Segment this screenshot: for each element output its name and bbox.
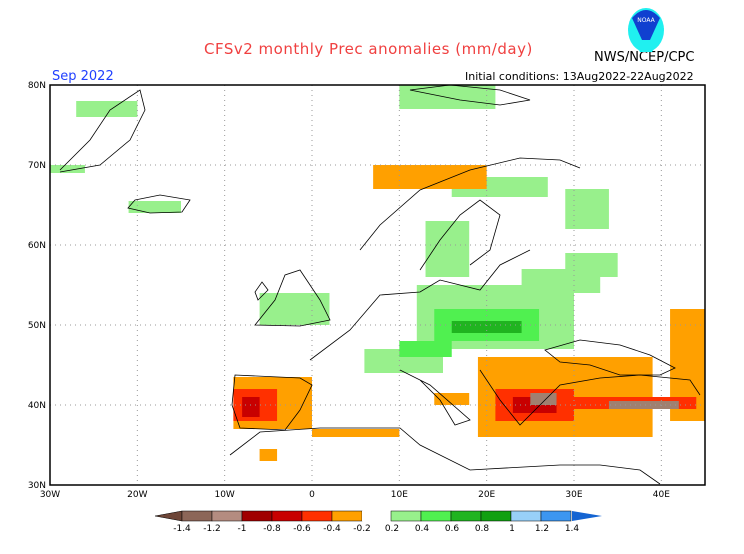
lat-label: 40N <box>28 401 46 411</box>
lon-label: 20W <box>127 490 147 500</box>
anomaly-cell <box>312 429 400 437</box>
colorbar-label: -0.4 <box>323 524 341 534</box>
lon-label: 30W <box>40 490 60 500</box>
lon-label: 10W <box>214 490 234 500</box>
anomaly-cell <box>128 201 181 213</box>
initial-conditions: Initial conditions: 13Aug2022-22Aug2022 <box>465 70 694 83</box>
lon-label: 10E <box>391 490 408 500</box>
coastlines <box>59 84 701 485</box>
colorbar-segment <box>331 510 363 522</box>
anomaly-cell <box>565 189 609 229</box>
colorbar-segment <box>362 511 392 521</box>
lat-label: 50N <box>28 321 46 331</box>
anomaly-cell <box>399 341 452 357</box>
chart-title: CFSv2 monthly Prec anomalies (mm/day) <box>204 40 533 58</box>
anomaly-cell <box>451 321 522 333</box>
gridlines <box>50 85 705 485</box>
colorbar-right-arrow <box>572 511 602 521</box>
lat-label: 60N <box>28 241 46 251</box>
colorbar-label: -1 <box>238 524 247 534</box>
anomaly-cell <box>399 85 496 109</box>
lat-label: 30N <box>28 481 46 491</box>
colorbar-label: 0.8 <box>475 524 490 534</box>
lon-label: 40E <box>653 490 670 500</box>
colorbar-segment <box>480 510 512 522</box>
axis-labels: 30W 20W 10W 0 10E 20E 30E 40E 80N 70N 60N 50N 40N 30N <box>28 81 670 500</box>
lon-label: 30E <box>565 490 582 500</box>
lat-label: 70N <box>28 161 46 171</box>
anomaly-cell <box>259 293 330 325</box>
colorbar-segment <box>241 510 273 522</box>
colorbar-label: 0.4 <box>415 524 430 534</box>
colorbar: -1.4 -1.2 -1 -0.8 -0.6 -0.4 -0.2 0.2 0.4 0.6 0.8 1 1… <box>154 510 602 534</box>
anomaly-cell <box>608 401 679 409</box>
forecast-month: Sep 2022 <box>52 69 114 84</box>
anomaly-regions <box>50 85 705 461</box>
lon-label: 0 <box>309 490 315 500</box>
colorbar-segment <box>271 510 303 522</box>
colorbar-label: -0.8 <box>263 524 281 534</box>
anomaly-cell <box>373 165 487 189</box>
colorbar-label: -1.2 <box>203 524 221 534</box>
colorbar-segment <box>181 510 213 522</box>
colorbar-segment <box>390 510 422 522</box>
agency-label: NWS/NCEP/CPC <box>594 50 695 65</box>
colorbar-label: -0.2 <box>353 524 371 534</box>
anomaly-cell <box>565 253 618 277</box>
colorbar-segment <box>450 510 482 522</box>
colorbar-segment <box>540 510 572 522</box>
colorbar-label: -0.6 <box>293 524 311 534</box>
colorbar-label: 1.4 <box>565 524 580 534</box>
noaa-logo: NOAA <box>628 8 664 52</box>
anomaly-cell <box>50 165 85 173</box>
colorbar-label: 1.2 <box>535 524 549 534</box>
colorbar-label: 1 <box>509 524 515 534</box>
lon-label: 20E <box>478 490 495 500</box>
colorbar-label: -1.4 <box>173 524 191 534</box>
colorbar-segment <box>301 510 333 522</box>
map-frame <box>49 84 706 486</box>
colorbar-left-arrow <box>154 510 183 522</box>
lat-label: 80N <box>28 81 46 91</box>
anomaly-cell <box>425 221 470 277</box>
anomaly-cell <box>259 449 278 461</box>
anomaly-cell <box>530 393 557 405</box>
colorbar-label: 0.6 <box>445 524 460 534</box>
svg-text:NOAA: NOAA <box>637 17 655 24</box>
colorbar-segment <box>510 510 542 522</box>
anomaly-cell <box>76 101 138 117</box>
colorbar-label: 0.2 <box>385 524 399 534</box>
colorbar-segment <box>420 510 452 522</box>
colorbar-segment <box>211 510 243 522</box>
anomaly-cell <box>242 397 260 417</box>
